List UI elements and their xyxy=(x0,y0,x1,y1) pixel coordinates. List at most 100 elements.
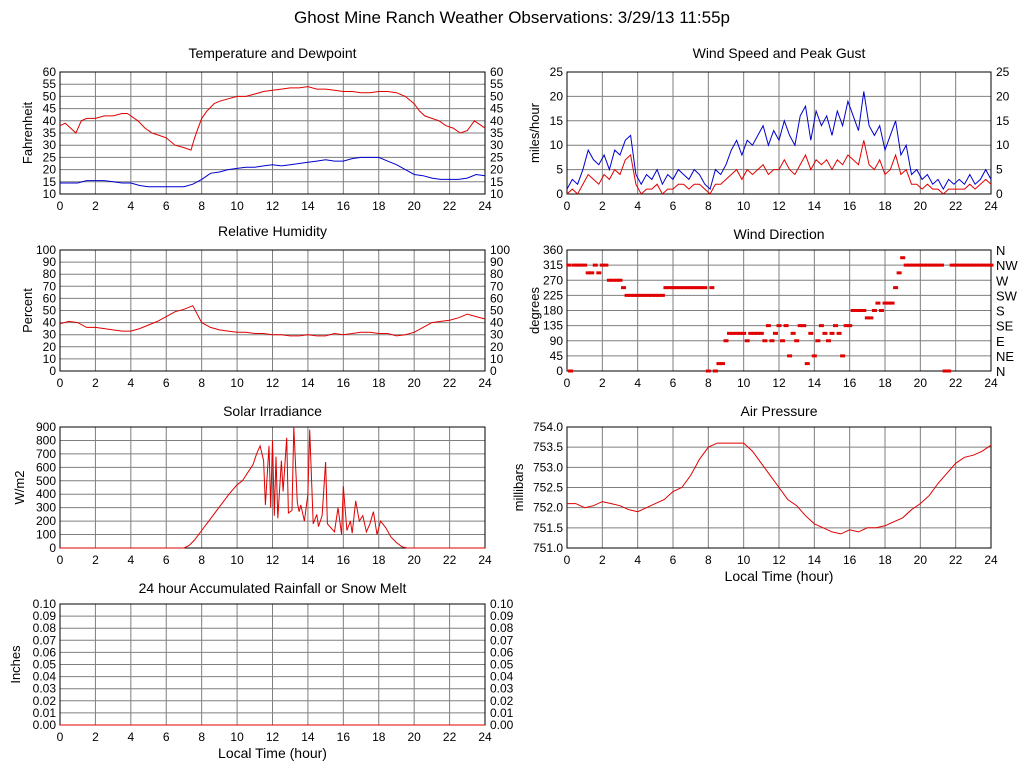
wind-speed-right-tick-label: 25 xyxy=(996,65,1010,79)
temperature-series-0-line xyxy=(59,86,486,151)
rainfall-x-tick-label: 2 xyxy=(92,730,99,744)
pressure-y-tick-label: 754.0 xyxy=(533,420,563,434)
wind-direction-point xyxy=(787,354,793,358)
humidity-x-tick-label: 24 xyxy=(478,376,492,390)
wind-direction-point xyxy=(610,278,616,282)
humidity-frame xyxy=(59,249,486,372)
rainfall-x-tick-label: 12 xyxy=(266,730,280,744)
wind-direction-point xyxy=(656,293,662,297)
rainfall-right-tick-label: 0.09 xyxy=(490,609,514,623)
wind-direction-x-tick-label: 0 xyxy=(564,376,571,390)
wind-direction-x-tick-label: 6 xyxy=(670,376,677,390)
wind-direction-right-tick-label: N xyxy=(996,243,1005,258)
humidity-x-tick-label: 18 xyxy=(372,376,386,390)
wind-direction-x-tick-label: 10 xyxy=(737,376,751,390)
wind-direction-point xyxy=(663,286,669,290)
pressure-x-tick-label: 12 xyxy=(772,553,786,567)
wind-direction-point xyxy=(875,301,881,305)
rainfall-right-tick-label: 0.07 xyxy=(490,633,514,647)
temperature-x-tick-label: 2 xyxy=(92,199,99,213)
wind-direction-y-tick-label: 225 xyxy=(543,288,563,302)
wind-direction-point xyxy=(815,339,821,343)
wind-direction-point xyxy=(924,263,930,267)
rainfall-y-tick-label: 0.01 xyxy=(33,706,57,720)
humidity-y-tick-label: 30 xyxy=(43,328,57,342)
wind-direction-point xyxy=(864,316,870,320)
temperature-x-tick-label: 22 xyxy=(443,199,457,213)
temperature-x-tick-label: 4 xyxy=(127,199,134,213)
rainfall-y-tick-label: 0.07 xyxy=(33,633,57,647)
solar-x-tick-label: 16 xyxy=(337,553,351,567)
wind-direction-right-tick-label: NE xyxy=(996,349,1014,364)
wind-direction-point xyxy=(946,369,952,373)
solar-x-tick-label: 18 xyxy=(372,553,386,567)
humidity-title: Relative Humidity xyxy=(218,223,327,239)
temperature-y-tick-label: 25 xyxy=(43,150,57,164)
rainfall-x-tick-label: 16 xyxy=(337,730,351,744)
humidity-x-tick-label: 16 xyxy=(337,376,351,390)
wind-direction-point xyxy=(836,331,842,335)
humidity-y-tick-label: 40 xyxy=(43,316,57,330)
rainfall-x-tick-label: 8 xyxy=(198,730,205,744)
humidity-y-tick-label: 100 xyxy=(36,243,56,257)
wind-direction-point xyxy=(886,301,892,305)
wind-direction-point xyxy=(893,286,899,290)
wind-direction-point xyxy=(914,263,920,267)
wind-direction-point xyxy=(659,293,665,297)
temperature-x-tick-label: 0 xyxy=(57,199,64,213)
wind-direction-point xyxy=(868,316,874,320)
rainfall-x-tick-label: 14 xyxy=(301,730,315,744)
rainfall-x-axis-label: Local Time (hour) xyxy=(218,745,327,761)
rainfall-x-tick-label: 10 xyxy=(230,730,244,744)
rainfall-right-tick-label: 0.03 xyxy=(490,682,514,696)
wind-speed-y-tick-label: 15 xyxy=(550,114,564,128)
solar-x-tick-label: 6 xyxy=(163,553,170,567)
rainfall-right-tick-label: 0.05 xyxy=(490,658,514,672)
pressure-x-tick-label: 16 xyxy=(843,553,857,567)
temperature-x-tick-label: 24 xyxy=(478,199,492,213)
wind-direction-point xyxy=(751,331,757,335)
wind-direction-x-tick-label: 24 xyxy=(984,376,998,390)
wind-speed-y-tick-label: 25 xyxy=(550,65,564,79)
wind-direction-y-tick-label: 0 xyxy=(556,364,563,378)
rainfall-right-tick-label: 0.08 xyxy=(490,621,514,635)
wind-direction-point xyxy=(712,369,718,373)
solar-x-tick-label: 2 xyxy=(92,553,99,567)
temperature-y-tick-label: 50 xyxy=(43,89,57,103)
pressure-x-tick-label: 14 xyxy=(808,553,822,567)
temperature-y-tick-label: 35 xyxy=(43,126,57,140)
rainfall-right-tick-label: 0.00 xyxy=(490,718,514,732)
wind-direction-point xyxy=(790,331,796,335)
wind-direction-point xyxy=(928,263,934,267)
wind-direction-x-tick-label: 22 xyxy=(949,376,963,390)
wind-direction-point xyxy=(645,293,651,297)
wind-direction-right-tick-label: E xyxy=(996,334,1005,349)
pressure-x-tick-label: 10 xyxy=(737,553,751,567)
wind-speed-y-tick-label: 0 xyxy=(556,187,563,201)
wind-direction-point xyxy=(794,339,800,343)
wind-direction-point xyxy=(840,354,846,358)
solar-frame xyxy=(59,426,486,549)
solar-x-tick-label: 10 xyxy=(230,553,244,567)
temperature-y-tick-label: 45 xyxy=(43,102,57,116)
wind-direction-point xyxy=(956,263,962,267)
temperature-frame xyxy=(59,71,486,195)
wind-direction-point xyxy=(695,286,701,290)
wind-direction-point xyxy=(984,263,990,267)
temperature-x-tick-label: 6 xyxy=(163,199,170,213)
solar-x-tick-label: 8 xyxy=(198,553,205,567)
solar-title: Solar Irradiance xyxy=(223,403,322,419)
wind-direction-point xyxy=(871,309,877,312)
wind-direction-point xyxy=(677,286,683,290)
temperature-right-tick-label: 50 xyxy=(490,89,504,103)
wind-direction-point xyxy=(575,263,581,267)
temperature-y-tick-label: 60 xyxy=(43,65,57,79)
rainfall-x-tick-label: 0 xyxy=(57,730,64,744)
humidity-right-tick-label: 60 xyxy=(490,291,504,305)
humidity-y-tick-label: 70 xyxy=(43,279,57,293)
